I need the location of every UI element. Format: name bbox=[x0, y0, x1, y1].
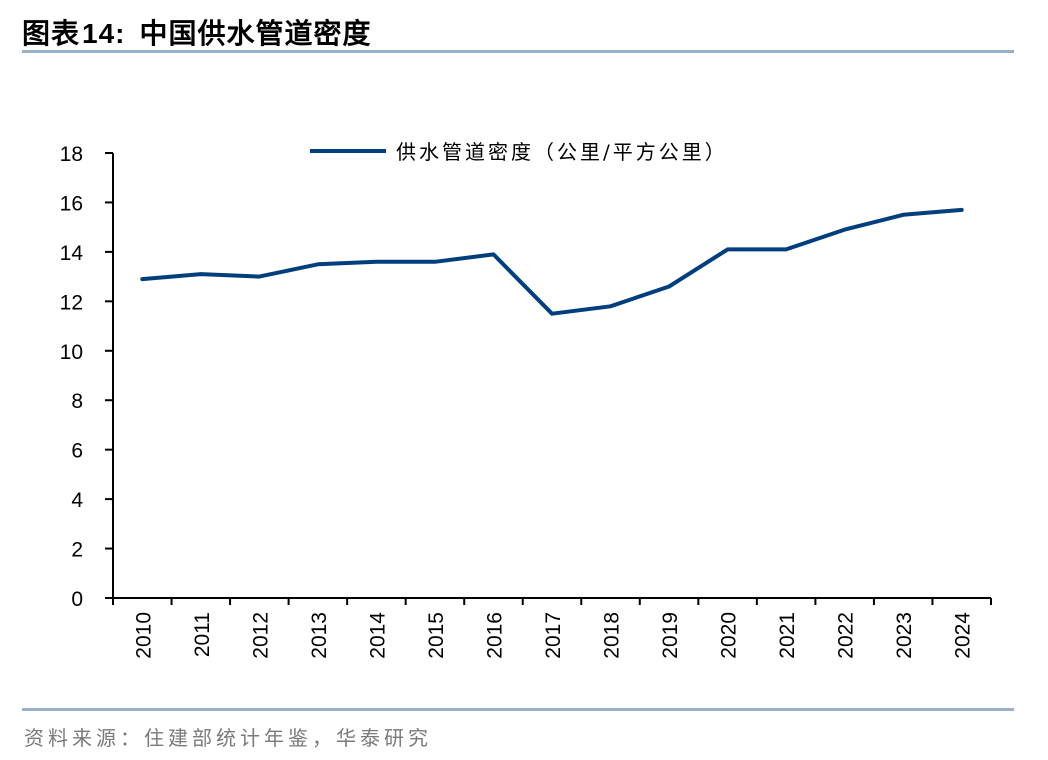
bottom-rule bbox=[22, 708, 1014, 711]
x-tick-label: 2019 bbox=[659, 612, 682, 659]
x-tick-label: 2017 bbox=[542, 612, 565, 659]
legend-label: 供水管道密度（公里/平方公里） bbox=[396, 140, 728, 164]
y-tick-label: 4 bbox=[71, 489, 83, 512]
figure-label: 图表 bbox=[22, 17, 81, 50]
y-tick-label: 6 bbox=[71, 440, 83, 463]
figure-title: 图表14: 中国供水管道密度 bbox=[22, 12, 372, 52]
x-tick-label: 2012 bbox=[249, 612, 272, 659]
y-tick-label: 14 bbox=[60, 242, 84, 265]
source-note: 资料来源：住建部统计年鉴，华泰研究 bbox=[24, 726, 432, 750]
x-tick-label: 2018 bbox=[601, 612, 624, 659]
series-line bbox=[140, 207, 964, 316]
x-tick-label: 2015 bbox=[425, 612, 448, 659]
figure-number: 14: bbox=[82, 18, 126, 49]
y-axis: 0 2 4 6 8 10 12 14 16 18 bbox=[60, 143, 114, 611]
x-tick-label: 2021 bbox=[776, 612, 799, 659]
x-tick-label: 2013 bbox=[308, 612, 331, 659]
x-axis: 2010 2011 2012 2013 2014 2015 2016 2017 2018 2019… bbox=[112, 597, 992, 659]
x-tick-label: 2022 bbox=[835, 612, 858, 659]
top-rule bbox=[22, 50, 1014, 53]
y-tick-label: 8 bbox=[71, 390, 83, 413]
x-tick-label: 2024 bbox=[952, 612, 975, 659]
y-tick-label: 12 bbox=[60, 291, 83, 314]
y-tick-label: 16 bbox=[60, 192, 83, 215]
x-tick-label: 2023 bbox=[893, 612, 916, 659]
x-tick-label: 2011 bbox=[191, 612, 214, 657]
x-tick-label: 2010 bbox=[132, 612, 155, 659]
chart-title: 中国供水管道密度 bbox=[139, 17, 372, 50]
y-tick-label: 18 bbox=[60, 143, 83, 166]
x-tick-label: 2020 bbox=[718, 612, 741, 659]
x-tick-label: 2014 bbox=[366, 612, 389, 659]
y-tick-label: 2 bbox=[71, 539, 83, 562]
x-tick-label: 2016 bbox=[483, 612, 506, 659]
y-tick-label: 0 bbox=[71, 588, 83, 611]
legend: 供水管道密度（公里/平方公里） bbox=[310, 140, 728, 164]
y-tick-label: 10 bbox=[60, 341, 83, 364]
